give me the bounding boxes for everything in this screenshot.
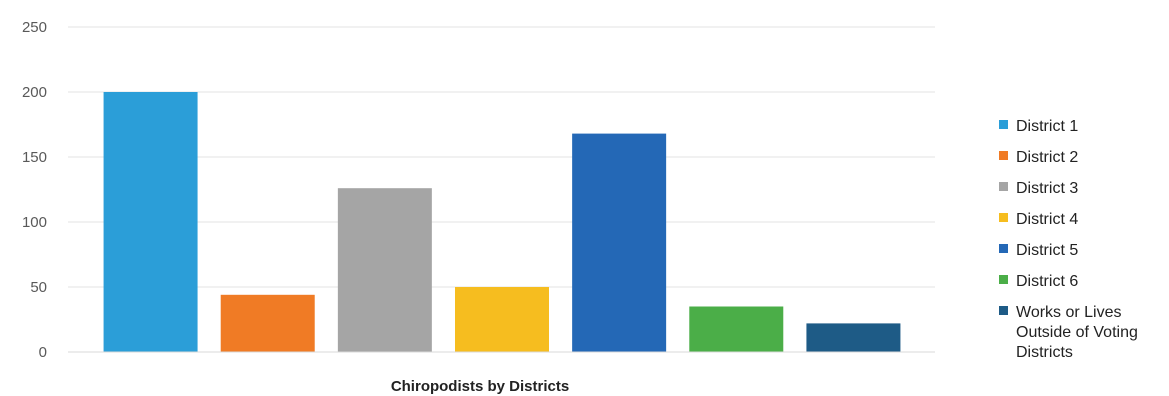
- legend-swatch: [999, 275, 1008, 284]
- legend-label: Works or Lives Outside of Voting Districts: [1016, 304, 1138, 361]
- bar-district-5: [572, 133, 667, 352]
- legend-swatch: [999, 244, 1008, 253]
- legend-label: District 5: [1016, 242, 1078, 259]
- legend-label: District 2: [1016, 149, 1078, 166]
- legend-swatch: [999, 120, 1008, 129]
- y-tick-label: 150: [22, 149, 47, 166]
- bar-district-6: [689, 306, 784, 352]
- y-tick-label: 0: [39, 344, 47, 361]
- legend-label: District 1: [1016, 118, 1078, 135]
- bar-district-4: [455, 287, 549, 352]
- legend: District 1 District 2 District 3 District 4…: [999, 118, 1138, 361]
- bar-district-2: [220, 294, 315, 352]
- legend-swatch: [999, 306, 1008, 315]
- y-tick-label: 250: [22, 19, 47, 36]
- bar-district-1: [103, 92, 198, 352]
- legend-label: District 6: [1016, 273, 1078, 290]
- bar-district-3: [337, 188, 432, 352]
- legend-swatch: [999, 151, 1008, 160]
- y-tick-label: 100: [22, 214, 47, 231]
- y-axis-ticks: 0 50 100 150 200 250: [22, 19, 47, 361]
- x-axis-label: Chiropodists by Districts: [391, 378, 569, 395]
- gridlines: [68, 26, 935, 288]
- legend-label: District 4: [1016, 211, 1078, 228]
- legend-swatch: [999, 213, 1008, 222]
- bar-district-7: [806, 323, 901, 352]
- y-tick-label: 200: [22, 84, 47, 101]
- legend-swatch: [999, 182, 1008, 191]
- bars: [103, 92, 901, 352]
- y-tick-label: 50: [30, 279, 47, 296]
- legend-label: District 3: [1016, 180, 1078, 197]
